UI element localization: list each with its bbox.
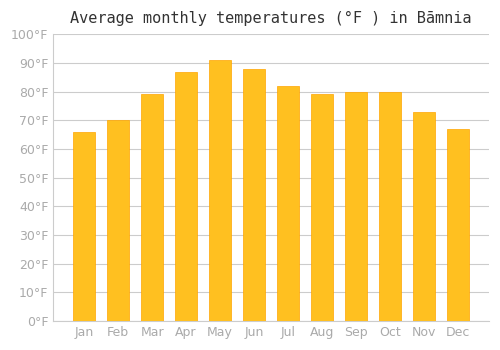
Bar [379, 92, 401, 321]
Bar [277, 86, 299, 321]
Bar [209, 60, 231, 321]
Bar [175, 71, 197, 321]
Bar [413, 112, 435, 321]
Bar [311, 94, 333, 321]
Bar [141, 94, 163, 321]
Bar [345, 92, 367, 321]
Bar [243, 69, 265, 321]
Bar [107, 120, 129, 321]
Bar [73, 132, 95, 321]
Bar [447, 129, 469, 321]
Title: Average monthly temperatures (°F ) in Bāmnia: Average monthly temperatures (°F ) in Bā… [70, 11, 472, 26]
